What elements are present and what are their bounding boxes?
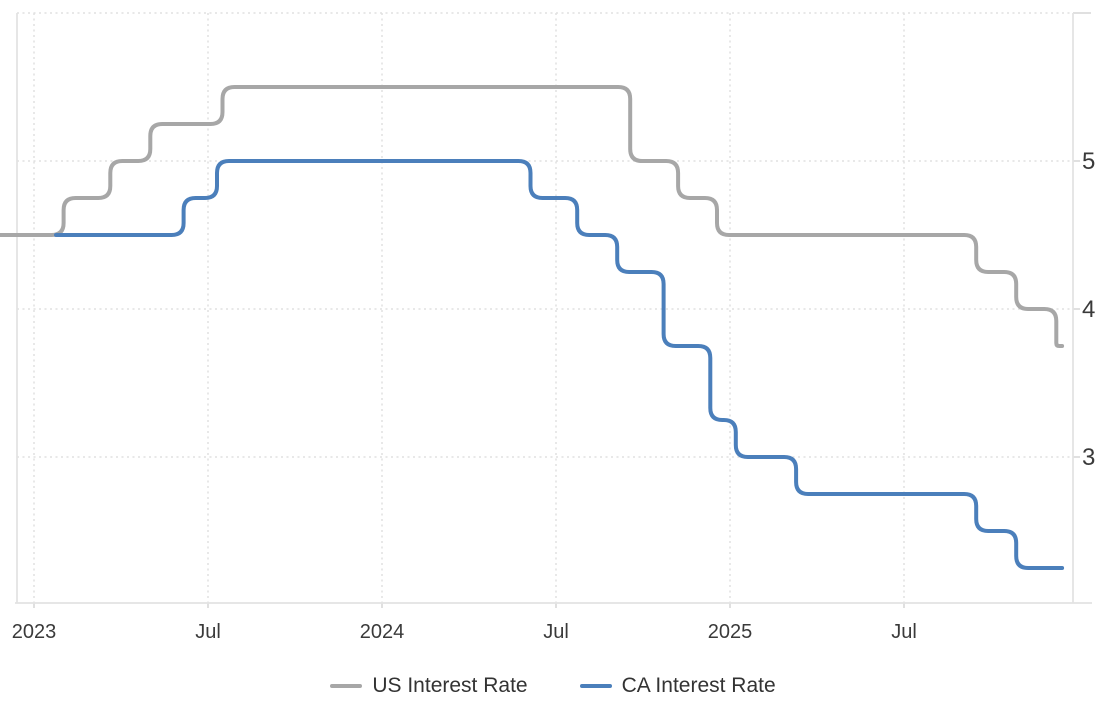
x-axis-label: 2024: [360, 621, 405, 643]
legend-label-us: US Interest Rate: [372, 674, 528, 697]
y-axis-label: 5: [1082, 148, 1095, 175]
x-axis-label: Jul: [195, 621, 221, 643]
x-axis-label: 2025: [708, 621, 753, 643]
x-axis-label: Jul: [891, 621, 917, 643]
us-line-swatch: [330, 684, 363, 688]
ca-line-swatch: [579, 684, 612, 688]
us-interest-rate-line: [0, 85, 1065, 348]
legend-item-ca[interactable]: CA Interest Rate: [579, 674, 776, 698]
legend-item-us[interactable]: US Interest Rate: [330, 674, 528, 698]
chart-legend: US Interest Rate CA Interest Rate: [0, 674, 1106, 698]
ca-interest-rate-line: [54, 159, 1065, 570]
y-axis-label: 4: [1082, 296, 1095, 323]
x-axis-label: 2023: [12, 621, 57, 643]
chart-plot-area: 3 4 5 2023 Jul 2024 Jul 2025 Jul: [0, 12, 1095, 643]
x-axis-label: Jul: [543, 621, 569, 643]
legend-label-ca: CA Interest Rate: [621, 674, 776, 697]
interest-rate-chart: 3 4 5 2023 Jul 2024 Jul 2025 Jul US Interest Rat…: [0, 12, 1106, 698]
y-axis-label: 3: [1082, 444, 1095, 471]
